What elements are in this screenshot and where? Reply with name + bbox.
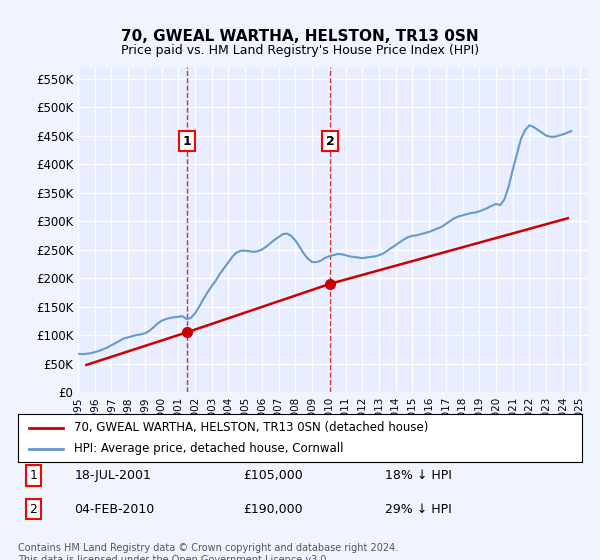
Text: £105,000: £105,000 <box>244 469 304 482</box>
Text: 04-FEB-2010: 04-FEB-2010 <box>74 502 155 516</box>
Text: 29% ↓ HPI: 29% ↓ HPI <box>385 502 451 516</box>
Text: 2: 2 <box>326 135 335 148</box>
Text: 1: 1 <box>183 135 192 148</box>
Text: Price paid vs. HM Land Registry's House Price Index (HPI): Price paid vs. HM Land Registry's House … <box>121 44 479 57</box>
Text: 70, GWEAL WARTHA, HELSTON, TR13 0SN (detached house): 70, GWEAL WARTHA, HELSTON, TR13 0SN (det… <box>74 421 429 434</box>
Text: 2: 2 <box>29 502 37 516</box>
Text: Contains HM Land Registry data © Crown copyright and database right 2024.
This d: Contains HM Land Registry data © Crown c… <box>18 543 398 560</box>
Text: 18% ↓ HPI: 18% ↓ HPI <box>385 469 451 482</box>
Text: HPI: Average price, detached house, Cornwall: HPI: Average price, detached house, Corn… <box>74 442 344 455</box>
Text: £190,000: £190,000 <box>244 502 303 516</box>
Text: 70, GWEAL WARTHA, HELSTON, TR13 0SN: 70, GWEAL WARTHA, HELSTON, TR13 0SN <box>121 29 479 44</box>
Text: 1: 1 <box>29 469 37 482</box>
Text: 18-JUL-2001: 18-JUL-2001 <box>74 469 151 482</box>
